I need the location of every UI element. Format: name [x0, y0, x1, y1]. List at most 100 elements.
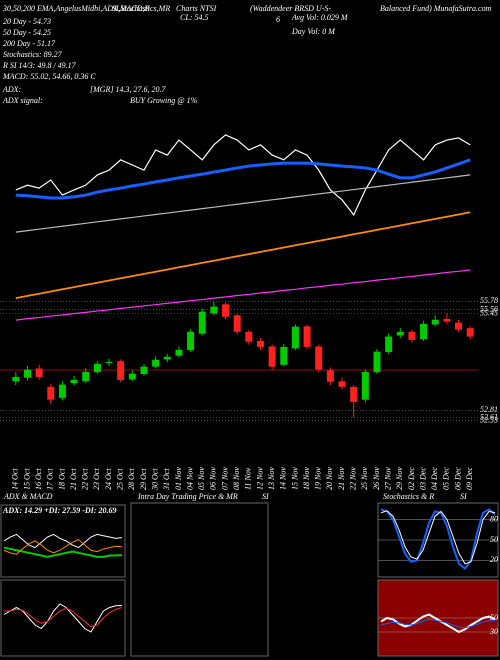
x-tick-label: 13 Nov — [267, 467, 276, 490]
x-tick-label: 19 Nov — [314, 467, 323, 490]
x-tick-label: 30 Oct — [150, 468, 159, 491]
candle-body — [35, 368, 43, 377]
indicator-line — [380, 613, 496, 634]
x-tick-label: 07 Nov — [220, 467, 229, 490]
candle-body — [420, 323, 428, 340]
candle-body — [408, 331, 416, 340]
candle-body — [210, 306, 218, 314]
y-tick-label: 50 — [490, 535, 498, 544]
x-tick-label: 24 Oct — [104, 468, 113, 490]
panel-title: ADX & MACD — [3, 492, 53, 501]
annotation: Charts NTSI — [176, 4, 217, 13]
candle-body — [140, 366, 148, 374]
y-tick-label: 52.81 — [480, 405, 498, 414]
candle-body — [326, 370, 334, 382]
annotation: Avg Vol: 0.029 M — [291, 13, 349, 22]
x-tick-label: 20 Nov — [325, 467, 334, 490]
panel-subtitle: SI — [262, 492, 269, 501]
x-tick-label: 22 Oct — [81, 468, 90, 490]
x-tick-label: 04 Dec — [430, 467, 439, 490]
panel-subtitle: ADX: 14.29 +DI: 27.59 -DI: 20.69 — [2, 506, 116, 515]
indicator-line — [380, 618, 495, 629]
x-tick-label: 18 Nov — [302, 467, 311, 490]
candle-body — [338, 381, 346, 387]
annotation: BUY Growing @ 1% — [130, 96, 198, 105]
x-tick-label: 16 Oct — [34, 468, 43, 490]
candle-body — [117, 361, 125, 380]
indicator-line — [3, 533, 123, 549]
x-tick-label: 31 Oct — [162, 468, 171, 491]
x-tick-label: 27 Nov — [383, 467, 392, 490]
candle-body — [431, 319, 439, 325]
candle-body — [455, 322, 463, 330]
candle-body — [291, 326, 299, 349]
candle-body — [396, 331, 404, 336]
candle-body — [466, 328, 474, 337]
candle-body — [280, 346, 288, 365]
x-tick-label: 23 Oct — [92, 468, 101, 490]
annotation: R SI 14/3: 49.8 / 49.17 — [2, 61, 77, 70]
candle-body — [82, 371, 90, 382]
candle-body — [303, 326, 311, 347]
panel-subtitle: SI — [460, 492, 467, 501]
y-tick-label: 52.61 — [480, 412, 498, 421]
x-tick-label: 26 Nov — [372, 467, 381, 490]
candle-body — [163, 356, 171, 360]
annotation: ADX: — [2, 85, 22, 94]
candle-body — [256, 341, 264, 347]
y-tick-label: 30 — [489, 627, 498, 636]
x-tick-label: 05 Dec — [442, 467, 451, 490]
x-tick-label: 22 Nov — [349, 467, 358, 490]
ma-line — [15, 158, 471, 200]
x-tick-label: 15 Oct — [22, 468, 31, 490]
candle-body — [47, 386, 55, 400]
y-tick-label: 80 — [490, 514, 498, 523]
x-tick-label: 12 Nov — [255, 467, 264, 490]
candle-body — [222, 304, 230, 317]
candle-body — [12, 376, 20, 382]
x-tick-label: 25 Oct — [116, 468, 125, 490]
y-tick-label: 55.78 — [480, 296, 498, 305]
candle-body — [233, 315, 241, 332]
candle-body — [268, 346, 276, 367]
indicator-line — [3, 603, 123, 633]
x-tick-label: 28 Oct — [127, 468, 136, 490]
x-tick-label: 02 Dec — [407, 467, 416, 490]
x-tick-label: 14 Nov — [279, 467, 288, 490]
candle-body — [105, 361, 113, 363]
annotation: 30,50,200 EMA,AngelusMidhi,ADX,MACD,B — [2, 4, 150, 13]
ma-line — [15, 269, 471, 321]
ma-line — [15, 134, 471, 217]
x-tick-label: 17 Oct — [46, 468, 55, 490]
candle-body — [350, 386, 358, 402]
indicator-line — [380, 508, 496, 570]
candle-body — [175, 349, 183, 356]
candle-body — [361, 371, 369, 400]
annotation: Day Vol: 0 M — [291, 27, 336, 36]
annotation: 200 Day - 51.17 — [3, 39, 56, 48]
x-tick-label: 04 Nov — [185, 467, 194, 490]
x-tick-label: 05 Nov — [197, 467, 206, 490]
x-tick-label: 14 Oct — [11, 468, 20, 490]
annotation: Balanced Fund) MunafaSutra.com — [380, 4, 492, 13]
panel — [0, 579, 126, 657]
indicator-line — [380, 510, 496, 565]
candle-body — [23, 369, 31, 378]
annotation: CL: 54.5 — [180, 13, 208, 22]
candle-body — [187, 331, 195, 351]
x-tick-label: 01 Nov — [174, 467, 183, 490]
panel — [130, 502, 269, 657]
x-tick-label: 11 Nov — [244, 467, 253, 490]
y-tick-label: 55.56 — [480, 304, 498, 313]
ma-line — [15, 211, 471, 299]
panel-title: Stochastics & R — [383, 492, 434, 501]
y-tick-label: 20 — [490, 555, 498, 564]
annotation: ADX signal: — [2, 96, 43, 105]
candle-body — [373, 351, 381, 373]
ma-line — [15, 174, 471, 233]
indicator-line — [4, 607, 123, 628]
y-tick-label: 55.45 — [480, 308, 498, 317]
candle-body — [128, 373, 136, 380]
